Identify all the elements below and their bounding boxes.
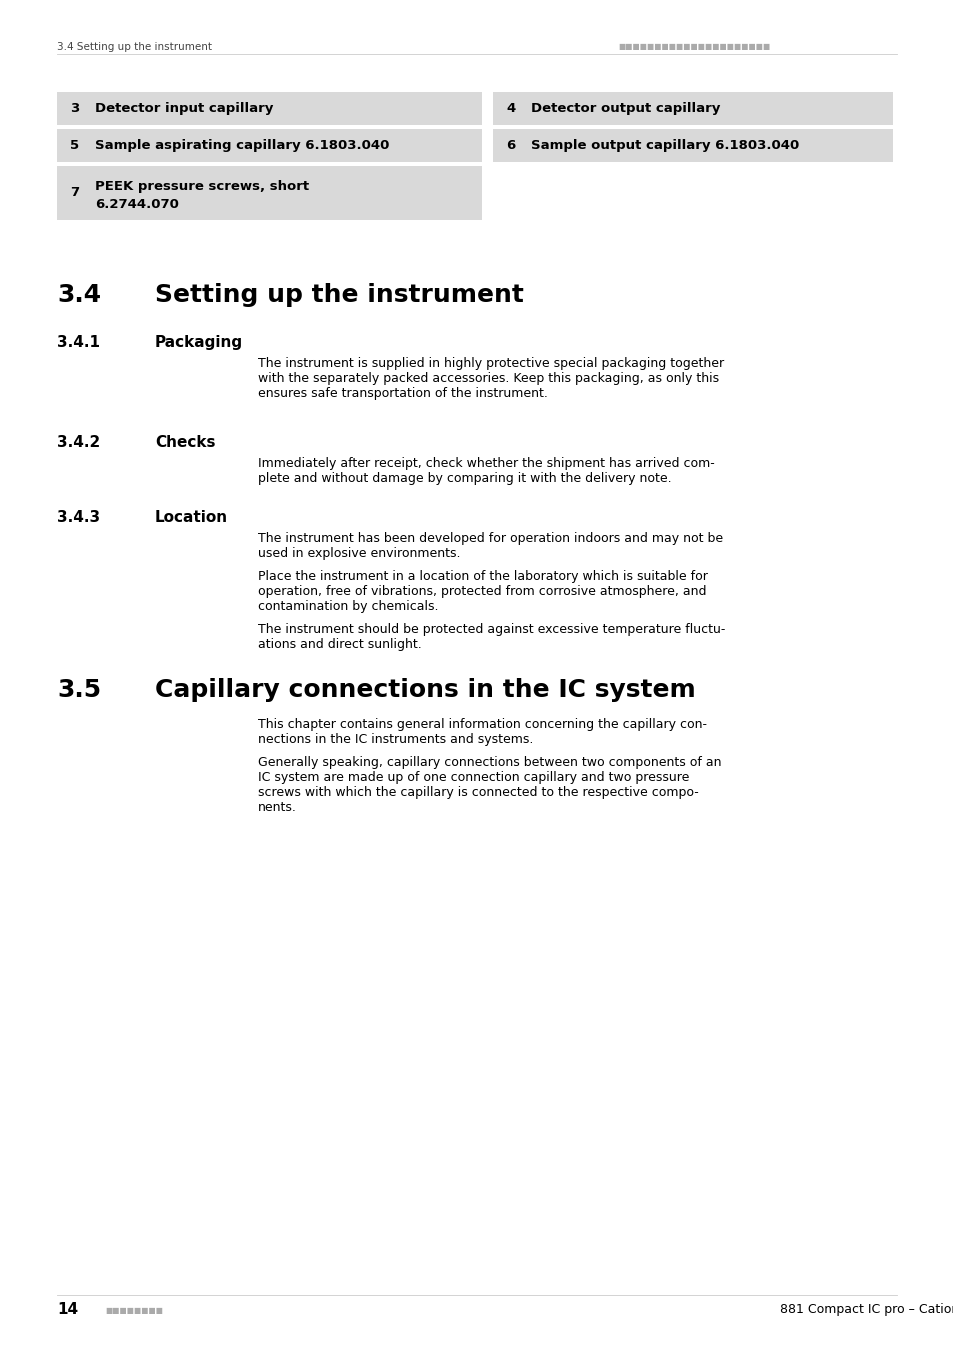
Text: 6: 6 xyxy=(505,139,515,153)
Text: operation, free of vibrations, protected from corrosive atmosphere, and: operation, free of vibrations, protected… xyxy=(257,585,706,598)
Text: Capillary connections in the IC system: Capillary connections in the IC system xyxy=(154,678,695,702)
Text: ations and direct sunlight.: ations and direct sunlight. xyxy=(257,639,421,651)
Text: 5: 5 xyxy=(70,139,79,153)
Bar xyxy=(493,130,892,162)
Text: Checks: Checks xyxy=(154,435,215,450)
Text: nents.: nents. xyxy=(257,801,296,814)
Text: The instrument should be protected against excessive temperature fluctu-: The instrument should be protected again… xyxy=(257,622,724,636)
Text: Packaging: Packaging xyxy=(154,335,243,350)
Text: 4: 4 xyxy=(505,103,515,115)
Text: nections in the IC instruments and systems.: nections in the IC instruments and syste… xyxy=(257,733,533,747)
Bar xyxy=(57,130,481,162)
Text: Immediately after receipt, check whether the shipment has arrived com-: Immediately after receipt, check whether… xyxy=(257,458,714,470)
Text: Setting up the instrument: Setting up the instrument xyxy=(154,284,523,306)
Text: ensures safe transportation of the instrument.: ensures safe transportation of the instr… xyxy=(257,387,547,400)
Text: Detector output capillary: Detector output capillary xyxy=(531,103,720,115)
Text: 3.4: 3.4 xyxy=(57,284,101,306)
Text: Place the instrument in a location of the laboratory which is suitable for: Place the instrument in a location of th… xyxy=(257,570,707,583)
Text: 6.2744.070: 6.2744.070 xyxy=(95,198,179,211)
Bar xyxy=(493,92,892,126)
Text: with the separately packed accessories. Keep this packaging, as only this: with the separately packed accessories. … xyxy=(257,373,719,385)
Text: Location: Location xyxy=(154,510,228,525)
Text: The instrument has been developed for operation indoors and may not be: The instrument has been developed for op… xyxy=(257,532,722,545)
Text: 3: 3 xyxy=(70,103,79,115)
Bar xyxy=(57,166,481,220)
Text: 3.5: 3.5 xyxy=(57,678,101,702)
Text: screws with which the capillary is connected to the respective compo-: screws with which the capillary is conne… xyxy=(257,786,698,799)
Text: 3.4.2: 3.4.2 xyxy=(57,435,100,450)
Text: 3.4.1: 3.4.1 xyxy=(57,335,100,350)
Bar xyxy=(57,92,481,126)
Text: 881 Compact IC pro – Cation: 881 Compact IC pro – Cation xyxy=(780,1304,953,1316)
Text: The instrument is supplied in highly protective special packaging together: The instrument is supplied in highly pro… xyxy=(257,356,723,370)
Text: plete and without damage by comparing it with the delivery note.: plete and without damage by comparing it… xyxy=(257,472,671,485)
Text: used in explosive environments.: used in explosive environments. xyxy=(257,547,460,560)
Text: 3.4 Setting up the instrument: 3.4 Setting up the instrument xyxy=(57,42,212,53)
Text: contamination by chemicals.: contamination by chemicals. xyxy=(257,599,438,613)
Text: Generally speaking, capillary connections between two components of an: Generally speaking, capillary connection… xyxy=(257,756,720,770)
Text: Detector input capillary: Detector input capillary xyxy=(95,103,274,115)
Text: PEEK pressure screws, short: PEEK pressure screws, short xyxy=(95,180,309,193)
Text: This chapter contains general information concerning the capillary con-: This chapter contains general informatio… xyxy=(257,718,706,730)
Text: ■■■■■■■■■■■■■■■■■■■■■: ■■■■■■■■■■■■■■■■■■■■■ xyxy=(618,42,769,51)
Text: IC system are made up of one connection capillary and two pressure: IC system are made up of one connection … xyxy=(257,771,689,784)
Text: 3.4.3: 3.4.3 xyxy=(57,510,100,525)
Text: Sample output capillary 6.1803.040: Sample output capillary 6.1803.040 xyxy=(531,139,799,153)
Text: 7: 7 xyxy=(70,186,79,200)
Text: Sample aspirating capillary 6.1803.040: Sample aspirating capillary 6.1803.040 xyxy=(95,139,389,153)
Text: 14: 14 xyxy=(57,1303,78,1318)
Text: ■■■■■■■■: ■■■■■■■■ xyxy=(105,1305,163,1315)
